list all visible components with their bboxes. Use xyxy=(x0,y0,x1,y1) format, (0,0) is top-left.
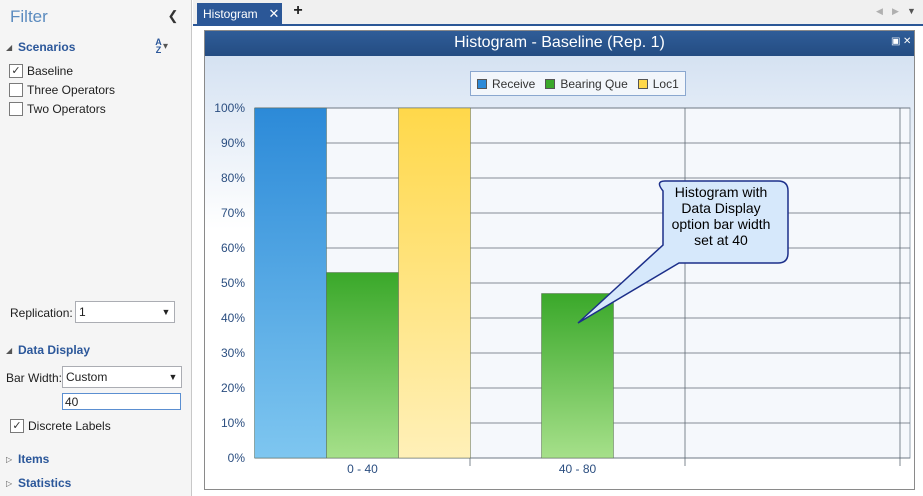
scenarios-section-header[interactable]: ◢ Scenarios xyxy=(6,39,75,55)
scenario-baseline-checkbox[interactable]: ✓ xyxy=(9,64,23,78)
legend-label: Loc1 xyxy=(653,77,679,91)
legend-swatch xyxy=(477,79,487,89)
y-tick-label: 50% xyxy=(221,276,245,290)
items-section-header[interactable]: ▷ Items xyxy=(6,451,49,467)
expanded-arrow-icon: ◢ xyxy=(6,43,16,52)
chart-title: Histogram - Baseline (Rep. 1) xyxy=(205,34,914,52)
bar-bearing-que-0[interactable] xyxy=(327,273,399,459)
histogram-plot: 0% 10% 20% 30% 40% 50% 60% 70% 80% 90% 100% 0 - 40 4… xyxy=(205,56,914,489)
discrete-labels-checkbox[interactable]: ✓ xyxy=(10,419,24,433)
y-tick-label: 0% xyxy=(228,451,246,465)
tab-strip: Histogram ✕ + ◀ ▶ ▼ xyxy=(193,0,923,26)
legend-label: Receive xyxy=(492,77,535,91)
restore-icon[interactable]: ▣ xyxy=(891,37,900,47)
legend-item-bearing-que[interactable]: Bearing Que xyxy=(545,77,627,91)
filter-panel: Filter ❮ ◢ Scenarios A Z ▾ ✓ Baseline Thre… xyxy=(0,0,192,496)
callout-line: set at 40 xyxy=(655,232,787,248)
chevron-down-icon: ▼ xyxy=(158,307,174,317)
replication-select[interactable]: 1 ▼ xyxy=(75,301,175,323)
data-display-section-header[interactable]: ◢ Data Display xyxy=(6,342,90,358)
chart-titlebar: Histogram - Baseline (Rep. 1) ▣ ✕ xyxy=(205,31,914,56)
y-tick-label: 60% xyxy=(221,241,245,255)
chart-area: 0% 10% 20% 30% 40% 50% 60% 70% 80% 90% 100% 0 - 40 4… xyxy=(205,56,914,489)
bar-receive-0[interactable] xyxy=(255,108,327,458)
close-icon[interactable]: ✕ xyxy=(266,6,282,22)
bar-width-mode: Custom xyxy=(63,370,165,384)
tab-histogram[interactable]: Histogram ✕ xyxy=(197,3,282,24)
bar-width-select[interactable]: Custom ▼ xyxy=(62,366,182,388)
scenario-three-operators[interactable]: Three Operators xyxy=(9,81,115,98)
collapsed-arrow-icon: ▷ xyxy=(6,455,16,464)
filter-title: Filter xyxy=(10,7,48,27)
replication-label: Replication: xyxy=(10,306,73,320)
legend-label: Bearing Que xyxy=(560,77,627,91)
y-tick-label: 10% xyxy=(221,416,245,430)
scenario-two-operators-checkbox[interactable] xyxy=(9,102,23,116)
callout-line: Data Display xyxy=(655,200,787,216)
collapse-panel-icon[interactable]: ❮ xyxy=(167,9,179,23)
y-tick-label: 30% xyxy=(221,346,245,360)
legend-item-receive[interactable]: Receive xyxy=(477,77,535,91)
bar-loc1-0[interactable] xyxy=(399,108,471,458)
y-tick-label: 90% xyxy=(221,136,245,150)
legend-swatch xyxy=(545,79,555,89)
scenario-three-operators-checkbox[interactable] xyxy=(9,83,23,97)
expanded-arrow-icon: ◢ xyxy=(6,346,16,355)
x-tick-label: 0 - 40 xyxy=(347,462,378,476)
legend-swatch xyxy=(638,79,648,89)
discrete-labels[interactable]: ✓ Discrete Labels xyxy=(10,417,111,434)
y-tick-label: 40% xyxy=(221,311,245,325)
callout-line: Histogram with xyxy=(655,184,787,200)
callout-line: option bar width xyxy=(655,216,787,232)
y-tick-label: 100% xyxy=(214,101,245,115)
scenario-baseline-label: Baseline xyxy=(27,64,73,78)
close-icon[interactable]: ✕ xyxy=(903,37,911,47)
sort-filter-icon[interactable]: A Z ▾ xyxy=(154,38,180,54)
bar-bearing-que-1[interactable] xyxy=(542,294,614,459)
replication-value: 1 xyxy=(76,305,158,319)
collapsed-arrow-icon: ▷ xyxy=(6,479,16,488)
statistics-section-header[interactable]: ▷ Statistics xyxy=(6,475,71,491)
bar-width-label: Bar Width: xyxy=(6,371,62,385)
items-section-label: Items xyxy=(18,452,49,466)
data-display-section-label: Data Display xyxy=(18,343,90,357)
scroll-right-icon[interactable]: ▶ xyxy=(892,6,899,17)
scenarios-section-label: Scenarios xyxy=(18,40,75,54)
y-tick-label: 20% xyxy=(221,381,245,395)
discrete-labels-label: Discrete Labels xyxy=(28,419,111,433)
y-tick-label: 70% xyxy=(221,206,245,220)
bar-width-input[interactable] xyxy=(62,393,181,410)
chevron-down-icon: ▼ xyxy=(165,372,181,382)
scenario-baseline[interactable]: ✓ Baseline xyxy=(9,62,73,79)
tab-histogram-label: Histogram xyxy=(197,7,266,21)
legend-item-loc1[interactable]: Loc1 xyxy=(638,77,679,91)
chart-legend: Receive Bearing Que Loc1 xyxy=(470,71,686,96)
callout-annotation: Histogram with Data Display option bar w… xyxy=(655,184,787,248)
new-tab-button[interactable]: + xyxy=(291,2,305,22)
scenario-three-operators-label: Three Operators xyxy=(27,83,115,97)
x-tick-label: 40 - 80 xyxy=(559,462,597,476)
chart-window: Histogram - Baseline (Rep. 1) ▣ ✕ 0% 10% 2… xyxy=(204,30,915,490)
scroll-left-icon[interactable]: ◀ xyxy=(876,6,883,17)
scenario-two-operators-label: Two Operators xyxy=(27,102,106,116)
y-tick-label: 80% xyxy=(221,171,245,185)
tab-list-dropdown-icon[interactable]: ▼ xyxy=(907,6,916,16)
scenario-two-operators[interactable]: Two Operators xyxy=(9,100,106,117)
statistics-section-label: Statistics xyxy=(18,476,71,490)
